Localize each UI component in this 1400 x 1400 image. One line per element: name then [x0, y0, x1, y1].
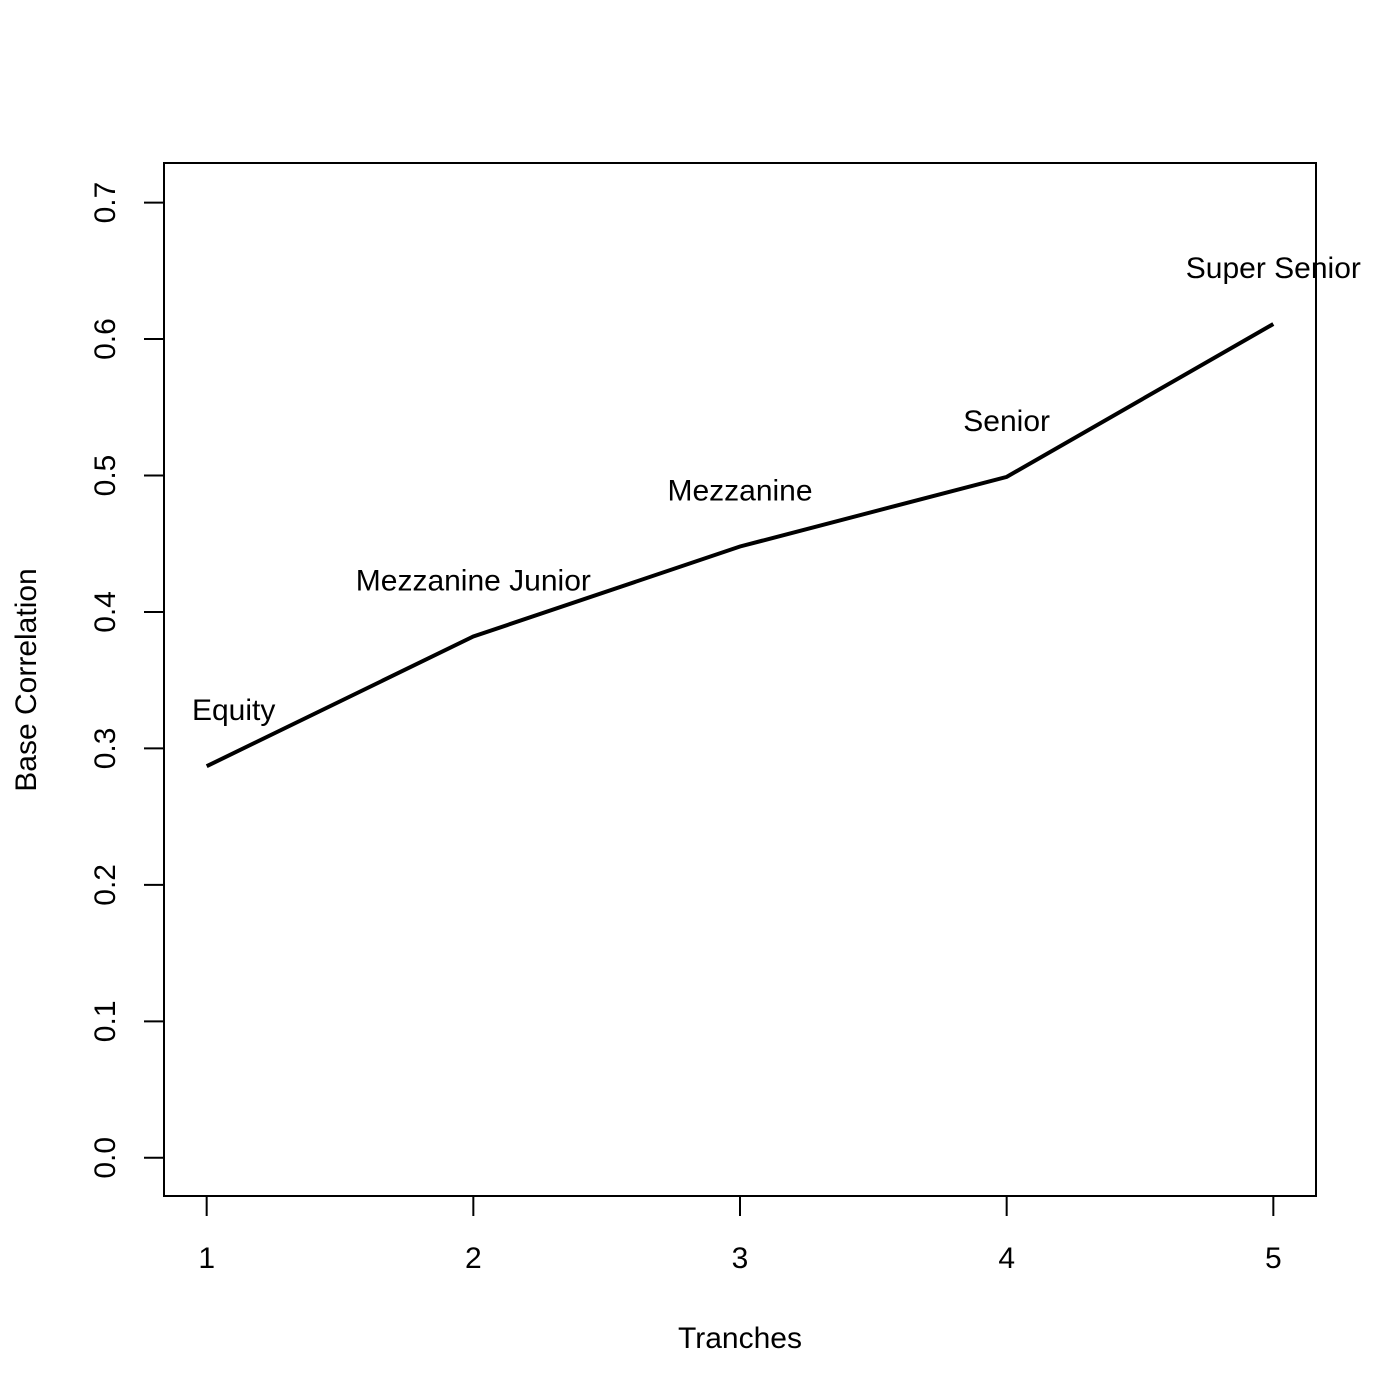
point-label: Mezzanine [667, 474, 812, 507]
point-labels-group: Equity Mezzanine Junior Mezzanine Senior Sup… [192, 252, 1361, 727]
x-tick-label: 5 [1265, 1242, 1282, 1275]
point-label: Senior [963, 405, 1050, 438]
y-tick-label: 0.3 [89, 728, 122, 770]
x-axis: 1 2 3 4 5 [198, 1195, 1282, 1275]
y-tick-label: 0.2 [89, 864, 122, 906]
y-tick-label: 0.0 [89, 1137, 122, 1179]
x-tick-label: 2 [465, 1242, 482, 1275]
plot-frame [163, 162, 1317, 1197]
y-tick-label: 0.5 [89, 455, 122, 497]
point-label: Mezzanine Junior [356, 565, 591, 598]
y-tick-label: 0.1 [89, 1000, 122, 1042]
series-line-group [205, 322, 1275, 768]
x-axis-title: Tranches [678, 1322, 802, 1355]
point-label: Equity [192, 694, 275, 727]
y-tick-label: 0.4 [89, 591, 122, 633]
y-axis: 0.0 0.1 0.2 0.3 0.4 0.5 0.6 0.7 [89, 182, 165, 1179]
y-tick-label: 0.7 [89, 182, 122, 224]
y-tick-label: 0.6 [89, 318, 122, 360]
y-axis-title: Base Correlation [10, 568, 43, 791]
series-line [205, 322, 1275, 768]
x-tick-label: 4 [998, 1242, 1015, 1275]
x-tick-label: 1 [198, 1242, 215, 1275]
x-tick-label: 3 [732, 1242, 749, 1275]
point-label: Super Senior [1186, 252, 1361, 285]
